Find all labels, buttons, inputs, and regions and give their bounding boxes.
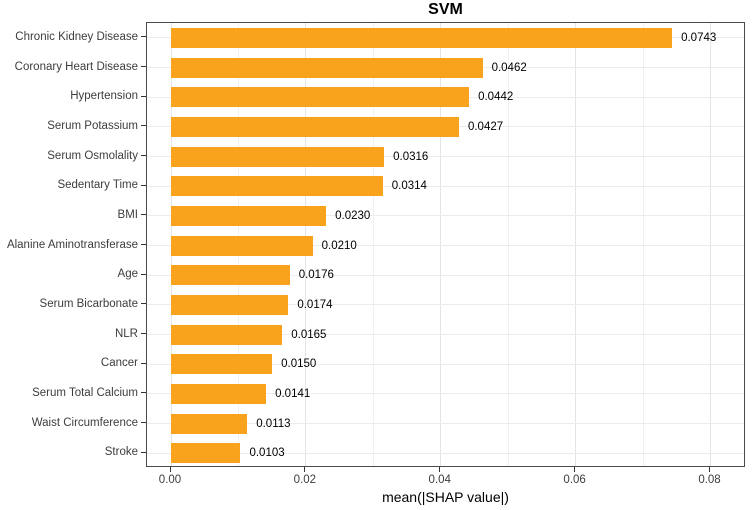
chart-title: SVM [428, 1, 463, 18]
y-axis-label: Serum Osmolality [47, 149, 138, 162]
bar [171, 146, 385, 167]
bar [171, 235, 313, 256]
bar [171, 324, 283, 345]
bar [171, 383, 267, 404]
y-axis-label: Waist Circumference [31, 416, 138, 429]
bar-value-label: 0.0442 [478, 91, 514, 104]
gridline-horizontal [147, 245, 744, 246]
bar-value-label: 0.0743 [681, 31, 717, 44]
bar [171, 413, 248, 434]
x-tick-label: 0.04 [428, 474, 451, 486]
plot-panel: 0.0743 0.0462 0.0442 0.0427 0.0316 0.0314 0.02… [146, 22, 745, 467]
bar [171, 265, 290, 286]
bar-value-label: 0.0150 [281, 358, 317, 371]
y-axis-tick [141, 95, 146, 97]
bar [171, 354, 273, 375]
y-axis-tick [141, 36, 146, 38]
bar-value-label: 0.0210 [321, 239, 357, 252]
y-axis-tick [141, 66, 146, 67]
gridline-horizontal [147, 334, 744, 335]
gridline-minor-vertical [372, 23, 374, 466]
y-axis-tick [141, 451, 146, 453]
x-axis-tick [304, 467, 306, 472]
bar-value-label: 0.0230 [335, 209, 371, 222]
y-axis-label: Serum Potassium [47, 119, 138, 132]
y-axis-label: Alanine Aminotransferase [6, 238, 138, 251]
y-axis-tick [141, 362, 146, 364]
x-tick-label: 0.02 [293, 474, 317, 486]
x-axis-title: mean(|SHAP value|) [382, 489, 509, 505]
bar-value-label: 0.0165 [291, 328, 327, 341]
gridline-horizontal [147, 185, 744, 187]
gridline-major-vertical [440, 23, 442, 466]
gridline-minor-vertical [507, 23, 509, 466]
y-axis-label: Hypertension [70, 90, 138, 103]
bar [171, 87, 470, 108]
bar [171, 116, 459, 137]
gridline-minor-vertical [642, 23, 644, 466]
bar-value-label: 0.0174 [297, 298, 333, 311]
gridline-horizontal [147, 215, 744, 217]
y-axis-label: Chronic Kidney Disease [15, 30, 138, 43]
y-axis-label: Age [117, 268, 138, 281]
x-axis-tick [439, 467, 441, 472]
bar [171, 205, 327, 226]
y-axis-label: Serum Total Calcium [32, 386, 138, 399]
gridline-major-vertical [710, 23, 712, 466]
gridline-horizontal [147, 393, 744, 395]
x-axis-tick [169, 467, 171, 472]
bar [171, 294, 289, 315]
y-axis-tick [141, 392, 146, 394]
gridline-major-vertical [575, 23, 577, 466]
gridline-horizontal [147, 304, 744, 306]
y-axis-tick [141, 333, 146, 334]
x-axis-tick [709, 467, 711, 472]
gridline-horizontal [147, 274, 744, 276]
bar [171, 176, 383, 197]
y-axis-label: Serum Bicarbonate [39, 297, 138, 310]
y-axis-label: Sedentary Time [57, 179, 138, 192]
bar-value-label: 0.0141 [275, 387, 311, 400]
y-axis-label: Stroke [104, 446, 138, 459]
y-axis-tick [141, 422, 146, 423]
bar [171, 27, 673, 48]
bar-value-label: 0.0103 [249, 447, 285, 460]
gridline-horizontal [147, 452, 744, 454]
gridline-horizontal [147, 363, 744, 365]
bar [171, 57, 483, 78]
gridline-horizontal [147, 156, 744, 157]
bar-value-label: 0.0462 [491, 61, 527, 74]
gridline-horizontal [147, 423, 744, 424]
y-axis-tick [141, 303, 146, 305]
y-axis-label: NLR [114, 327, 138, 340]
bar-value-label: 0.0176 [298, 269, 334, 282]
y-axis-tick [141, 125, 146, 127]
y-axis-tick [141, 214, 146, 216]
y-axis-tick [141, 184, 146, 186]
y-axis-label: Cancer [100, 357, 138, 370]
x-axis-tick [574, 467, 576, 472]
x-tick-label: 0.00 [158, 474, 182, 486]
bar-value-label: 0.0316 [393, 150, 429, 163]
x-tick-label: 0.08 [698, 474, 721, 486]
bar-value-label: 0.0113 [256, 417, 291, 430]
y-axis-label: BMI [117, 208, 138, 221]
bar [171, 443, 241, 464]
y-axis-label: Coronary Heart Disease [14, 60, 138, 73]
x-tick-label: 0.06 [563, 474, 586, 486]
y-axis-tick [141, 244, 146, 245]
y-axis-tick [141, 273, 146, 275]
bar-value-label: 0.0314 [391, 180, 427, 193]
y-axis-tick [141, 155, 146, 156]
bar-value-label: 0.0427 [467, 120, 504, 133]
